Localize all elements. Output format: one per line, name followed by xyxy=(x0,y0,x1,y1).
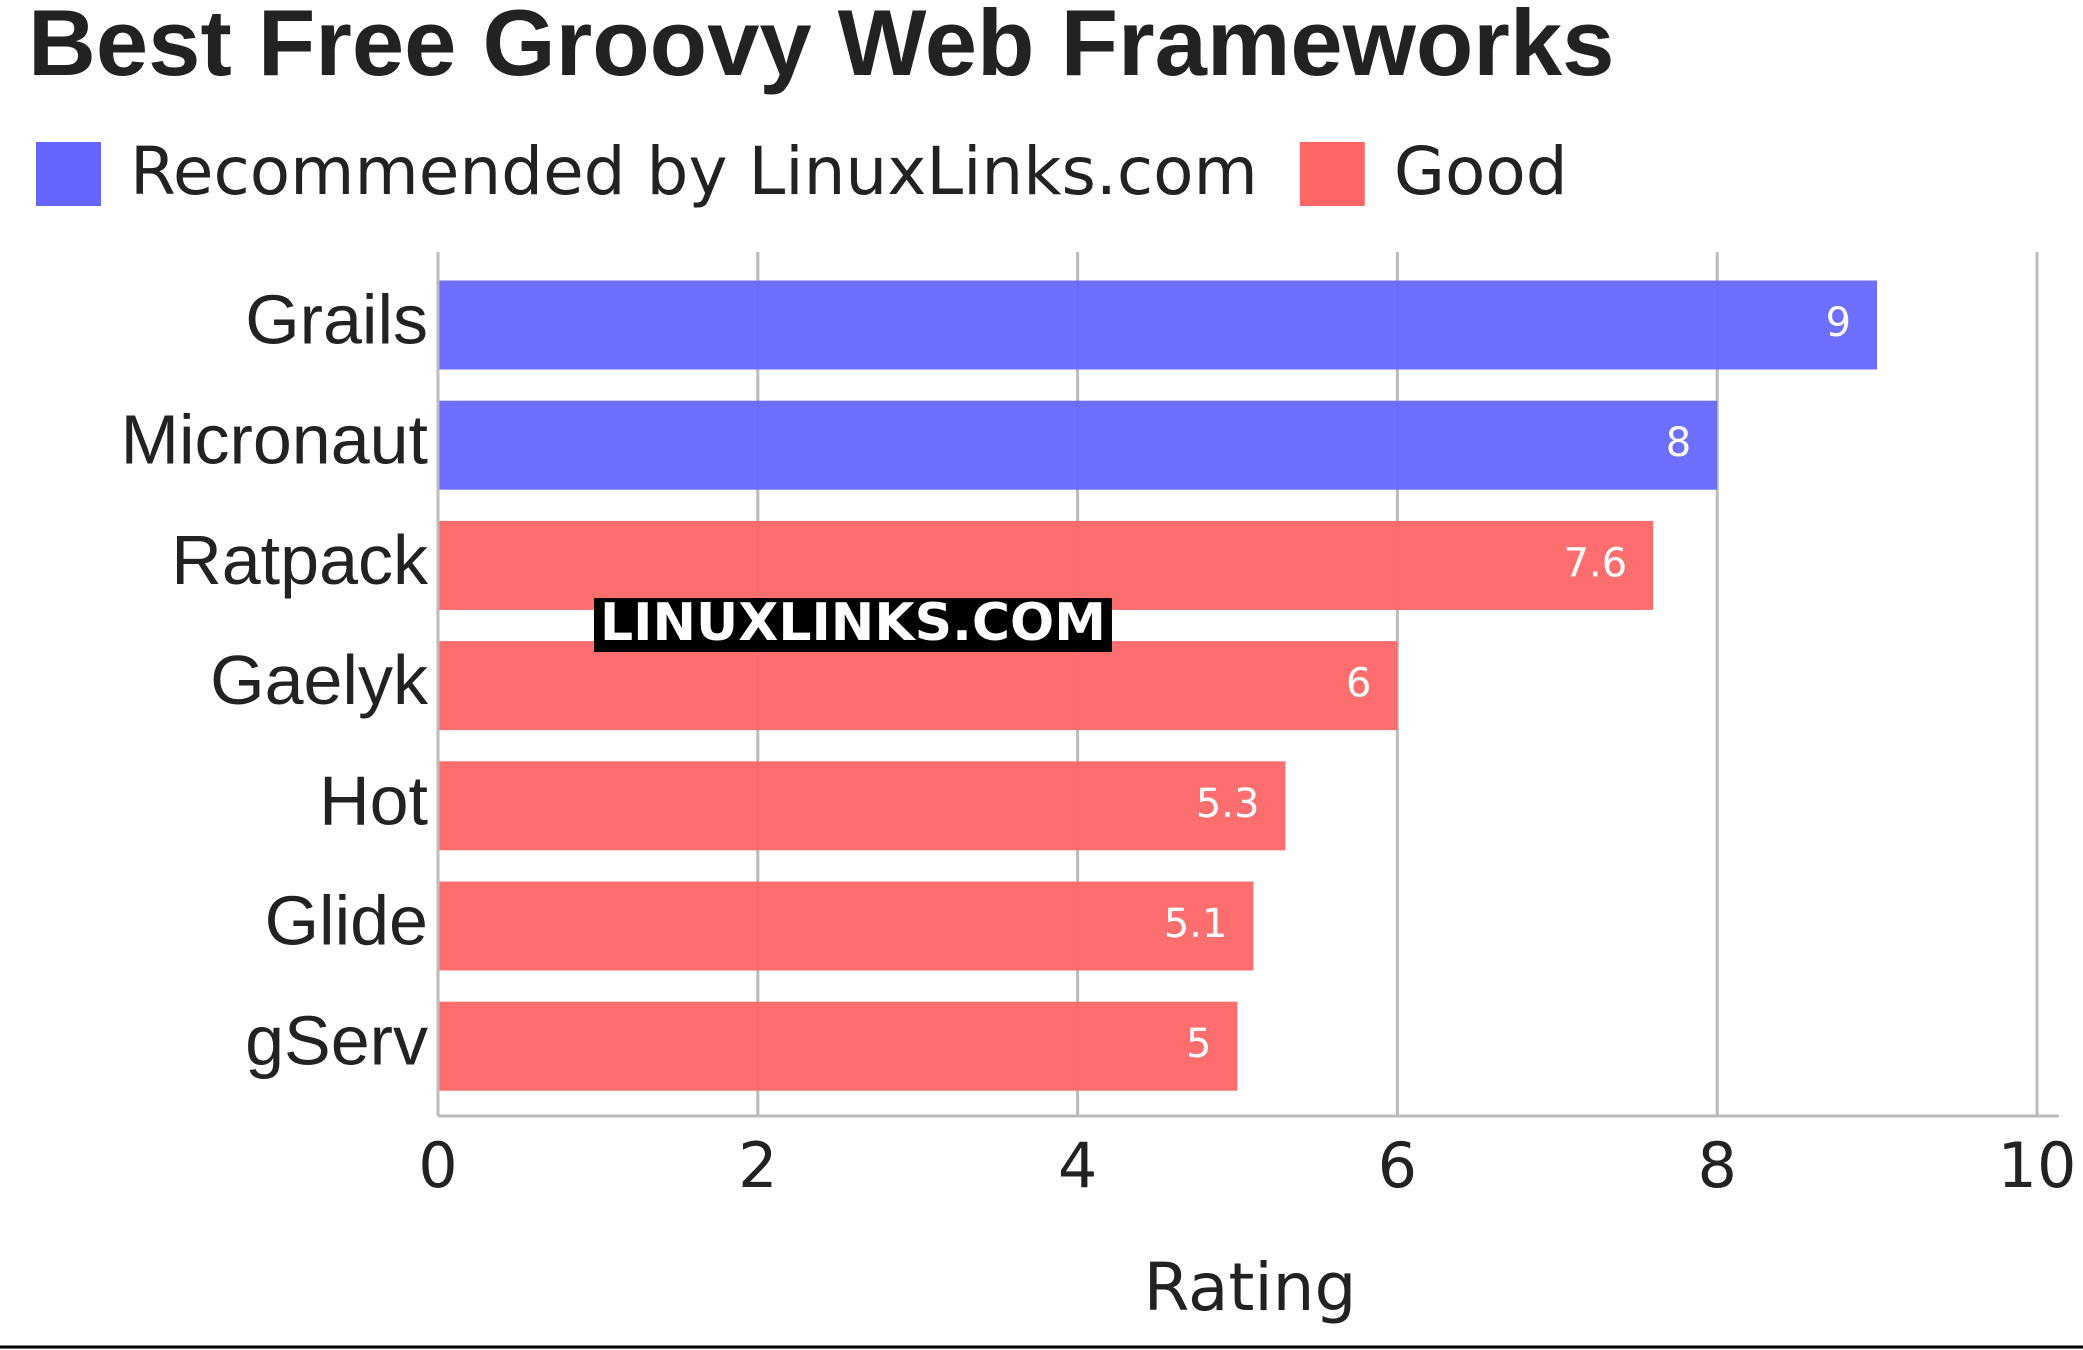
bar xyxy=(438,761,1286,851)
chart-title: Best Free Groovy Web Frameworks xyxy=(28,0,1614,95)
x-tick-label: 0 xyxy=(418,1129,457,1202)
bar xyxy=(438,641,1398,731)
legend-swatch xyxy=(1299,142,1365,206)
y-tick-label: Glide xyxy=(265,881,428,959)
value-label: 5 xyxy=(1186,1021,1211,1067)
watermark-bg xyxy=(594,598,1112,652)
value-label: 8 xyxy=(1666,420,1691,466)
watermark: LINUXLINKS.COM xyxy=(600,593,1106,653)
value-label: 9 xyxy=(1826,300,1851,346)
bar xyxy=(438,1001,1238,1091)
y-tick-label: Ratpack xyxy=(171,521,429,599)
y-tick-label: Micronaut xyxy=(121,401,428,479)
value-label: 5.3 xyxy=(1196,781,1260,827)
legend-label: Good xyxy=(1394,133,1568,210)
legend-swatch xyxy=(36,142,101,206)
x-tick-label: 6 xyxy=(1378,1129,1417,1202)
x-tick-label: 8 xyxy=(1697,1129,1736,1202)
x-tick-label: 4 xyxy=(1058,1129,1097,1202)
bar xyxy=(438,400,1718,490)
legend-label: Recommended by LinuxLinks.com xyxy=(130,133,1258,210)
bar xyxy=(438,520,1654,610)
y-tick-label: Grails xyxy=(245,280,428,358)
x-tick-label: 10 xyxy=(1998,1129,2077,1202)
y-tick-label: Gaelyk xyxy=(210,641,429,719)
x-tick-label: 2 xyxy=(738,1129,777,1202)
y-tick-label: Hot xyxy=(319,761,428,839)
y-tick-label: gServ xyxy=(245,1002,428,1080)
bar xyxy=(438,881,1254,971)
bar xyxy=(438,280,1878,370)
value-label: 7.6 xyxy=(1564,540,1628,586)
x-axis-title: Rating xyxy=(1144,1249,1357,1326)
value-label: 6 xyxy=(1346,661,1371,707)
value-label: 5.1 xyxy=(1164,901,1228,947)
